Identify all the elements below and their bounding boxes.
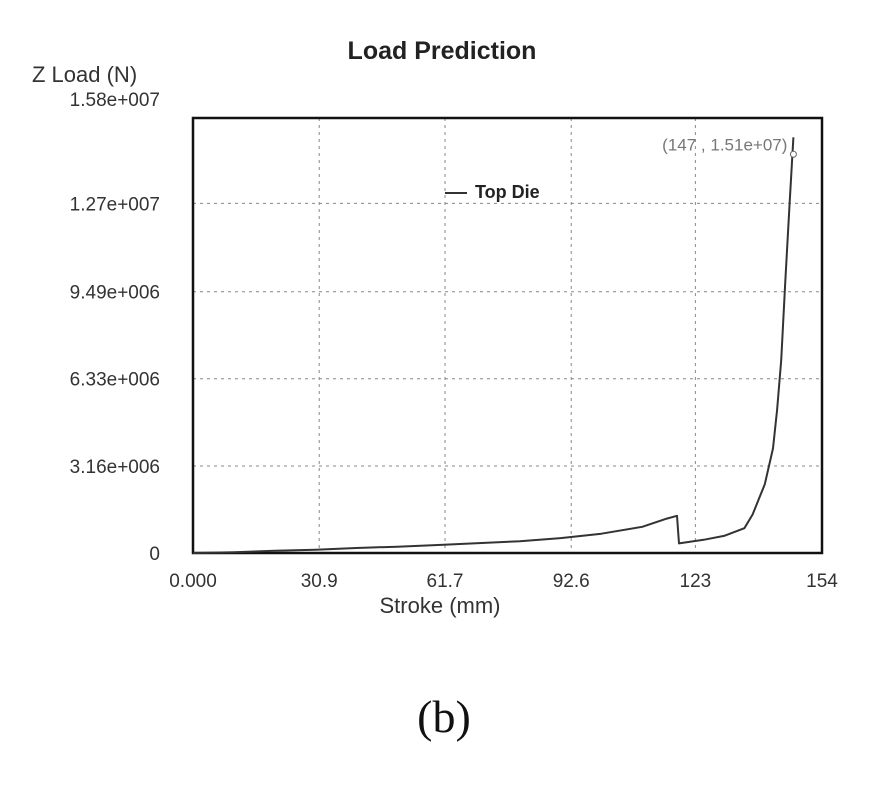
y-tick-label: 9.49e+006 [70,283,160,304]
legend-label-top-die: Top Die [475,182,540,202]
x-tick-label: 61.7 [427,571,464,592]
x-tick-label: 0.000 [169,571,217,592]
x-tick-label: 154 [806,571,838,592]
y-tick-label: 0 [149,544,160,565]
x-tick-label: 92.6 [553,571,590,592]
y-tick-label: 1.27e+007 [70,194,160,215]
annotation-label: (147 , 1.51e+07) [662,135,787,154]
annotation-marker [789,150,797,158]
y-axis-label: Z Load (N) [32,62,137,87]
series-line-top-die [192,137,795,554]
plot-frame [191,116,824,555]
figure-caption: (b) [417,691,471,742]
x-tick-label: 30.9 [301,571,338,592]
x-axis-label: Stroke (mm) [380,593,501,618]
y-tick-label: 1.58e+007 [70,90,160,111]
chart-title: Load Prediction [348,37,537,65]
y-tick-label: 3.16e+006 [70,457,160,478]
plot-area [193,118,822,553]
x-tick-label: 123 [680,571,712,592]
y-tick-label: 6.33e+006 [70,370,160,391]
